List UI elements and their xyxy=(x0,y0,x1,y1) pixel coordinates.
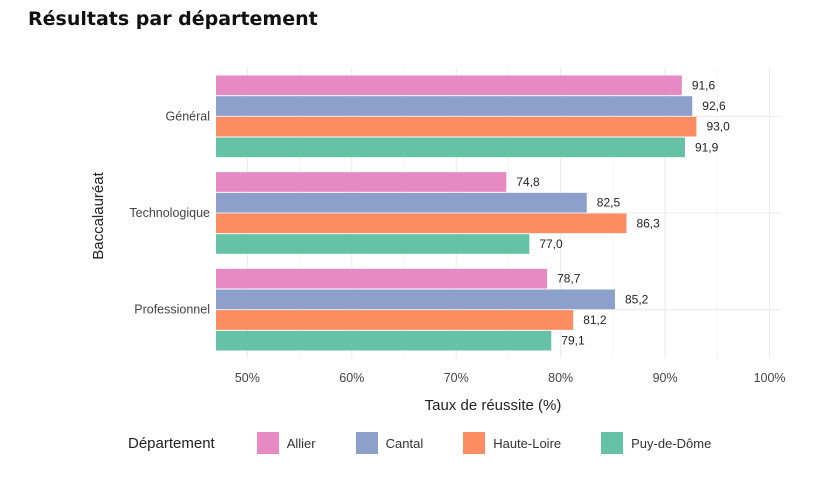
x-axis-label: Taux de réussite (%) xyxy=(425,397,562,414)
legend-swatch-puy-de-dome xyxy=(601,432,624,454)
y-tick-label-general: Général xyxy=(166,109,210,123)
page-title: Résultats par département xyxy=(28,8,318,30)
legend-item-cantal: Cantal xyxy=(355,432,424,454)
x-tick-label: 90% xyxy=(653,371,678,385)
bar-technologique-allier xyxy=(216,172,507,192)
legend-item-puy-de-dome: Puy-de-Dôme xyxy=(601,432,711,454)
x-tick-label: 70% xyxy=(444,371,469,385)
legend-swatch-haute-loire xyxy=(463,432,486,454)
data-label-technologique-puy-de-dome: 77,0 xyxy=(539,237,563,251)
bar-professionnel-cantal xyxy=(216,289,615,310)
legend-label-allier: Allier xyxy=(286,435,316,451)
legend: Département Allier Cantal Haute-Loire Pu… xyxy=(128,431,751,455)
data-label-general-haute-loire: 93,0 xyxy=(706,120,730,134)
bar-technologique-haute-loire xyxy=(216,213,627,234)
bar-professionnel-haute-loire xyxy=(216,310,574,330)
x-tick-label: 100% xyxy=(754,371,786,385)
data-label-technologique-allier: 74,8 xyxy=(516,175,540,189)
x-tick-label: 80% xyxy=(548,371,573,385)
bar-professionnel-puy-de-dome xyxy=(216,330,552,351)
x-tick-labels: 50% 60% 70% 80% 90% 100% xyxy=(235,371,786,385)
legend-label-cantal: Cantal xyxy=(385,435,424,451)
legend-label-haute-loire: Haute-Loire xyxy=(493,435,562,451)
bar-general-haute-loire xyxy=(216,116,697,137)
legend-title: Département xyxy=(128,434,215,452)
data-label-technologique-haute-loire: 86,3 xyxy=(636,216,660,230)
bar-technologique-cantal xyxy=(216,192,587,213)
legend-label-puy-de-dome: Puy-de-Dôme xyxy=(631,435,712,451)
bars xyxy=(216,75,697,351)
legend-item-haute-loire: Haute-Loire xyxy=(463,432,561,454)
bar-professionnel-allier xyxy=(216,268,548,289)
legend-item-allier: Allier xyxy=(256,432,316,454)
grid-lines xyxy=(216,68,780,358)
bar-general-allier xyxy=(216,75,682,96)
y-tick-label-technologique: Technologique xyxy=(129,206,210,220)
data-label-general-allier: 91,6 xyxy=(692,78,716,92)
data-label-professionnel-allier: 78,7 xyxy=(557,272,581,286)
legend-swatch-cantal xyxy=(355,432,378,454)
data-label-general-cantal: 92,6 xyxy=(702,99,726,113)
x-tick-label: 60% xyxy=(339,371,364,385)
data-label-general-puy-de-dome: 91,9 xyxy=(695,140,719,154)
data-label-professionnel-haute-loire: 81,2 xyxy=(583,313,607,327)
y-axis-label: Baccalauréat xyxy=(90,171,107,259)
data-labels: 91,6 92,6 93,0 91,9 74,8 82,5 86,3 77,0 78,7 85,2… xyxy=(516,78,730,347)
x-tick-label: 50% xyxy=(235,371,260,385)
data-label-professionnel-puy-de-dome: 79,1 xyxy=(561,334,585,348)
bar-general-puy-de-dome xyxy=(216,137,685,158)
data-label-technologique-cantal: 82,5 xyxy=(597,196,621,210)
legend-swatch-allier xyxy=(256,432,279,454)
bar-technologique-puy-de-dome xyxy=(216,234,530,254)
data-label-professionnel-cantal: 85,2 xyxy=(625,292,649,306)
y-tick-label-professionnel: Professionnel xyxy=(134,303,210,317)
y-tick-labels: Général Technologique Professionnel xyxy=(129,109,210,316)
bar-general-cantal xyxy=(216,96,693,116)
